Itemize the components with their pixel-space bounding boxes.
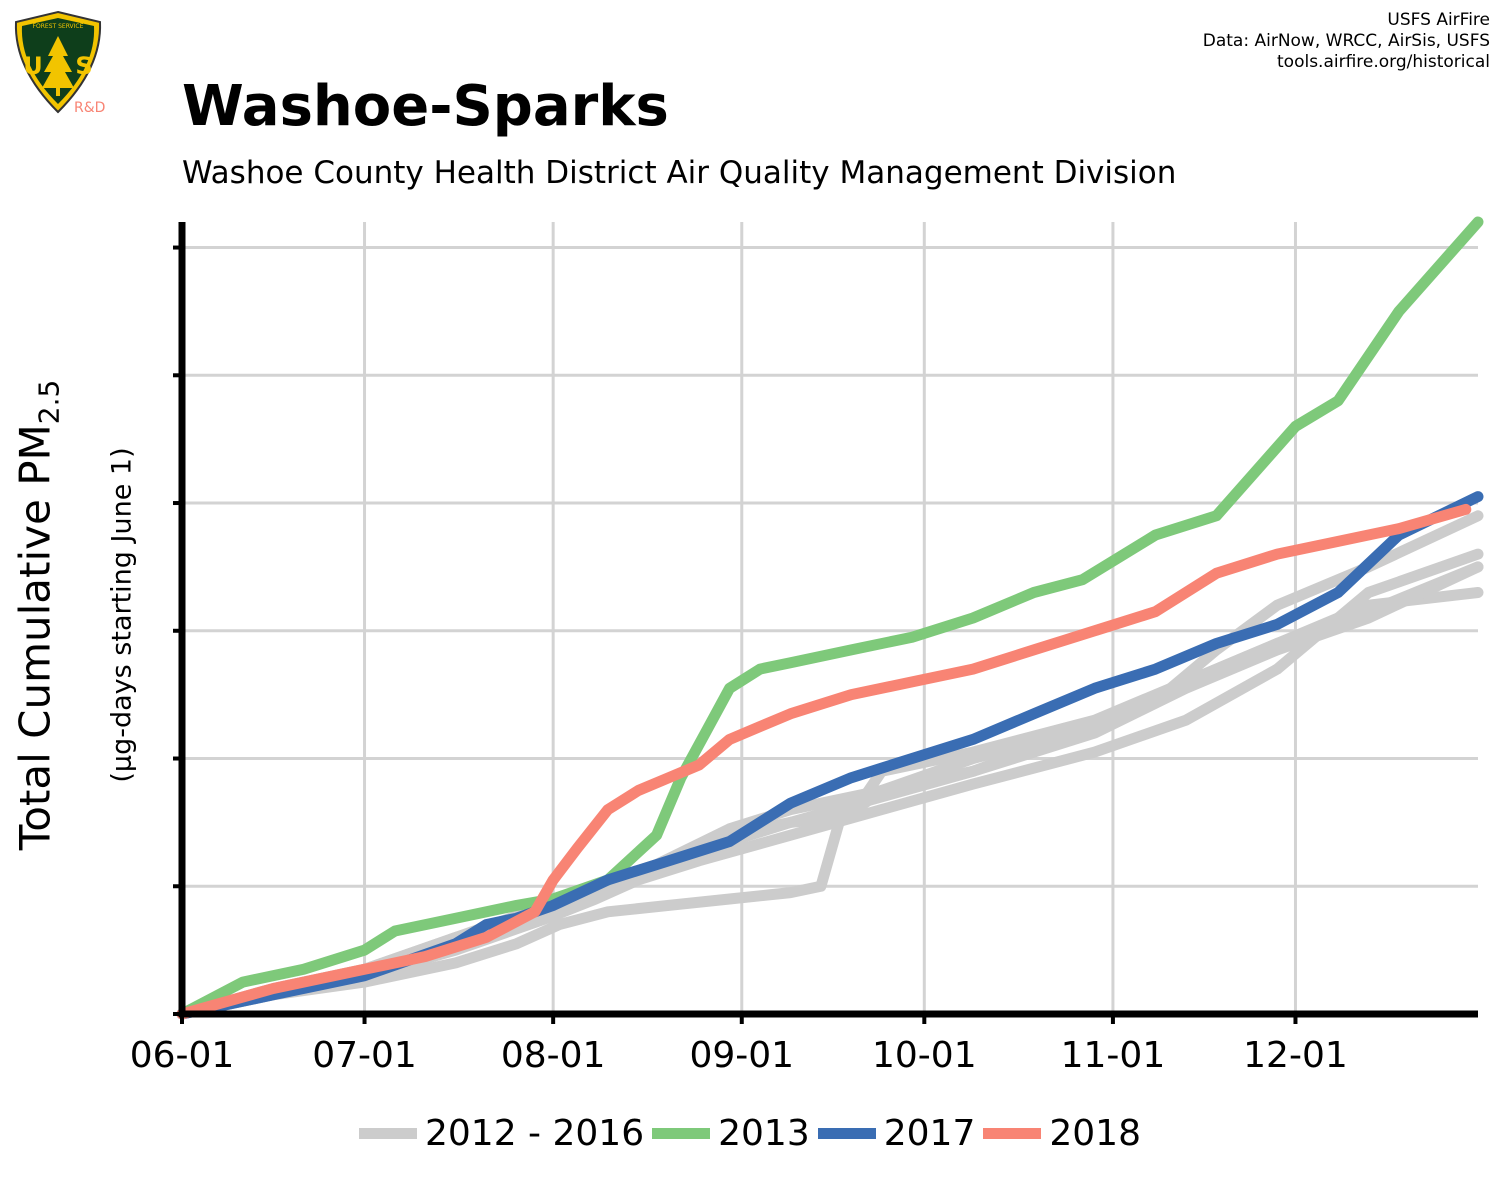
chart-subtitle: Washoe County Health District Air Qualit… (182, 155, 1177, 191)
legend-item-2013: 2013 (652, 1113, 810, 1154)
legend-item-2018: 2018 (983, 1113, 1141, 1154)
credit-line-org: USFS AirFire (1387, 10, 1490, 30)
rd-badge: R&D (74, 100, 106, 116)
axes: 06-01 07-01 08-01 09-01 10-01 11-01 12-01 (130, 222, 1478, 1076)
legend-swatch-2018 (983, 1128, 1042, 1139)
chart-title: Washoe-Sparks (182, 74, 669, 139)
legend-item-2017: 2017 (817, 1113, 976, 1154)
x-tick-label: 12-01 (1243, 1035, 1348, 1076)
series-line-2013 (176, 216, 1484, 1020)
x-tick-label: 06-01 (130, 1035, 235, 1076)
svg-text:FOREST SERVICE: FOREST SERVICE (33, 23, 84, 30)
x-tick-label: 08-01 (501, 1035, 606, 1076)
x-tick-label: 07-01 (312, 1035, 417, 1076)
svg-text:S: S (75, 52, 92, 80)
shield-icon: U S FOREST SERVICE (14, 10, 102, 114)
series-line-2017 (176, 491, 1484, 1020)
x-tick-label: 10-01 (872, 1035, 977, 1076)
series-lines (176, 216, 1484, 1020)
svg-text:U: U (23, 52, 43, 80)
legend-label-2013: 2013 (718, 1113, 810, 1154)
series-line-2018 (176, 503, 1472, 1020)
credit-line-data: Data: AirNow, WRCC, AirSis, USFS (1202, 31, 1490, 51)
x-tick-label: 11-01 (1061, 1035, 1166, 1076)
legend-swatch-2013 (652, 1128, 711, 1139)
credits: USFS AirFire Data: AirNow, WRCC, AirSis,… (1203, 10, 1490, 73)
legend-label-2017: 2017 (883, 1113, 976, 1154)
legend-swatch-2017 (817, 1128, 876, 1139)
usfs-logo: U S FOREST SERVICE R&D (8, 8, 108, 118)
credit-line-url: tools.airfire.org/historical (1277, 52, 1490, 72)
legend-label-2018: 2018 (1049, 1113, 1141, 1154)
legend-label-historical: 2012 - 2016 (425, 1113, 645, 1154)
legend-item-historical: 2012 - 2016 (359, 1113, 644, 1154)
x-tick-label: 09-01 (689, 1035, 794, 1076)
series-line-historical (176, 510, 1484, 1020)
legend-swatch-historical (359, 1128, 417, 1139)
legend: 2012 - 2016 2013 2017 2018 (0, 1113, 1500, 1154)
